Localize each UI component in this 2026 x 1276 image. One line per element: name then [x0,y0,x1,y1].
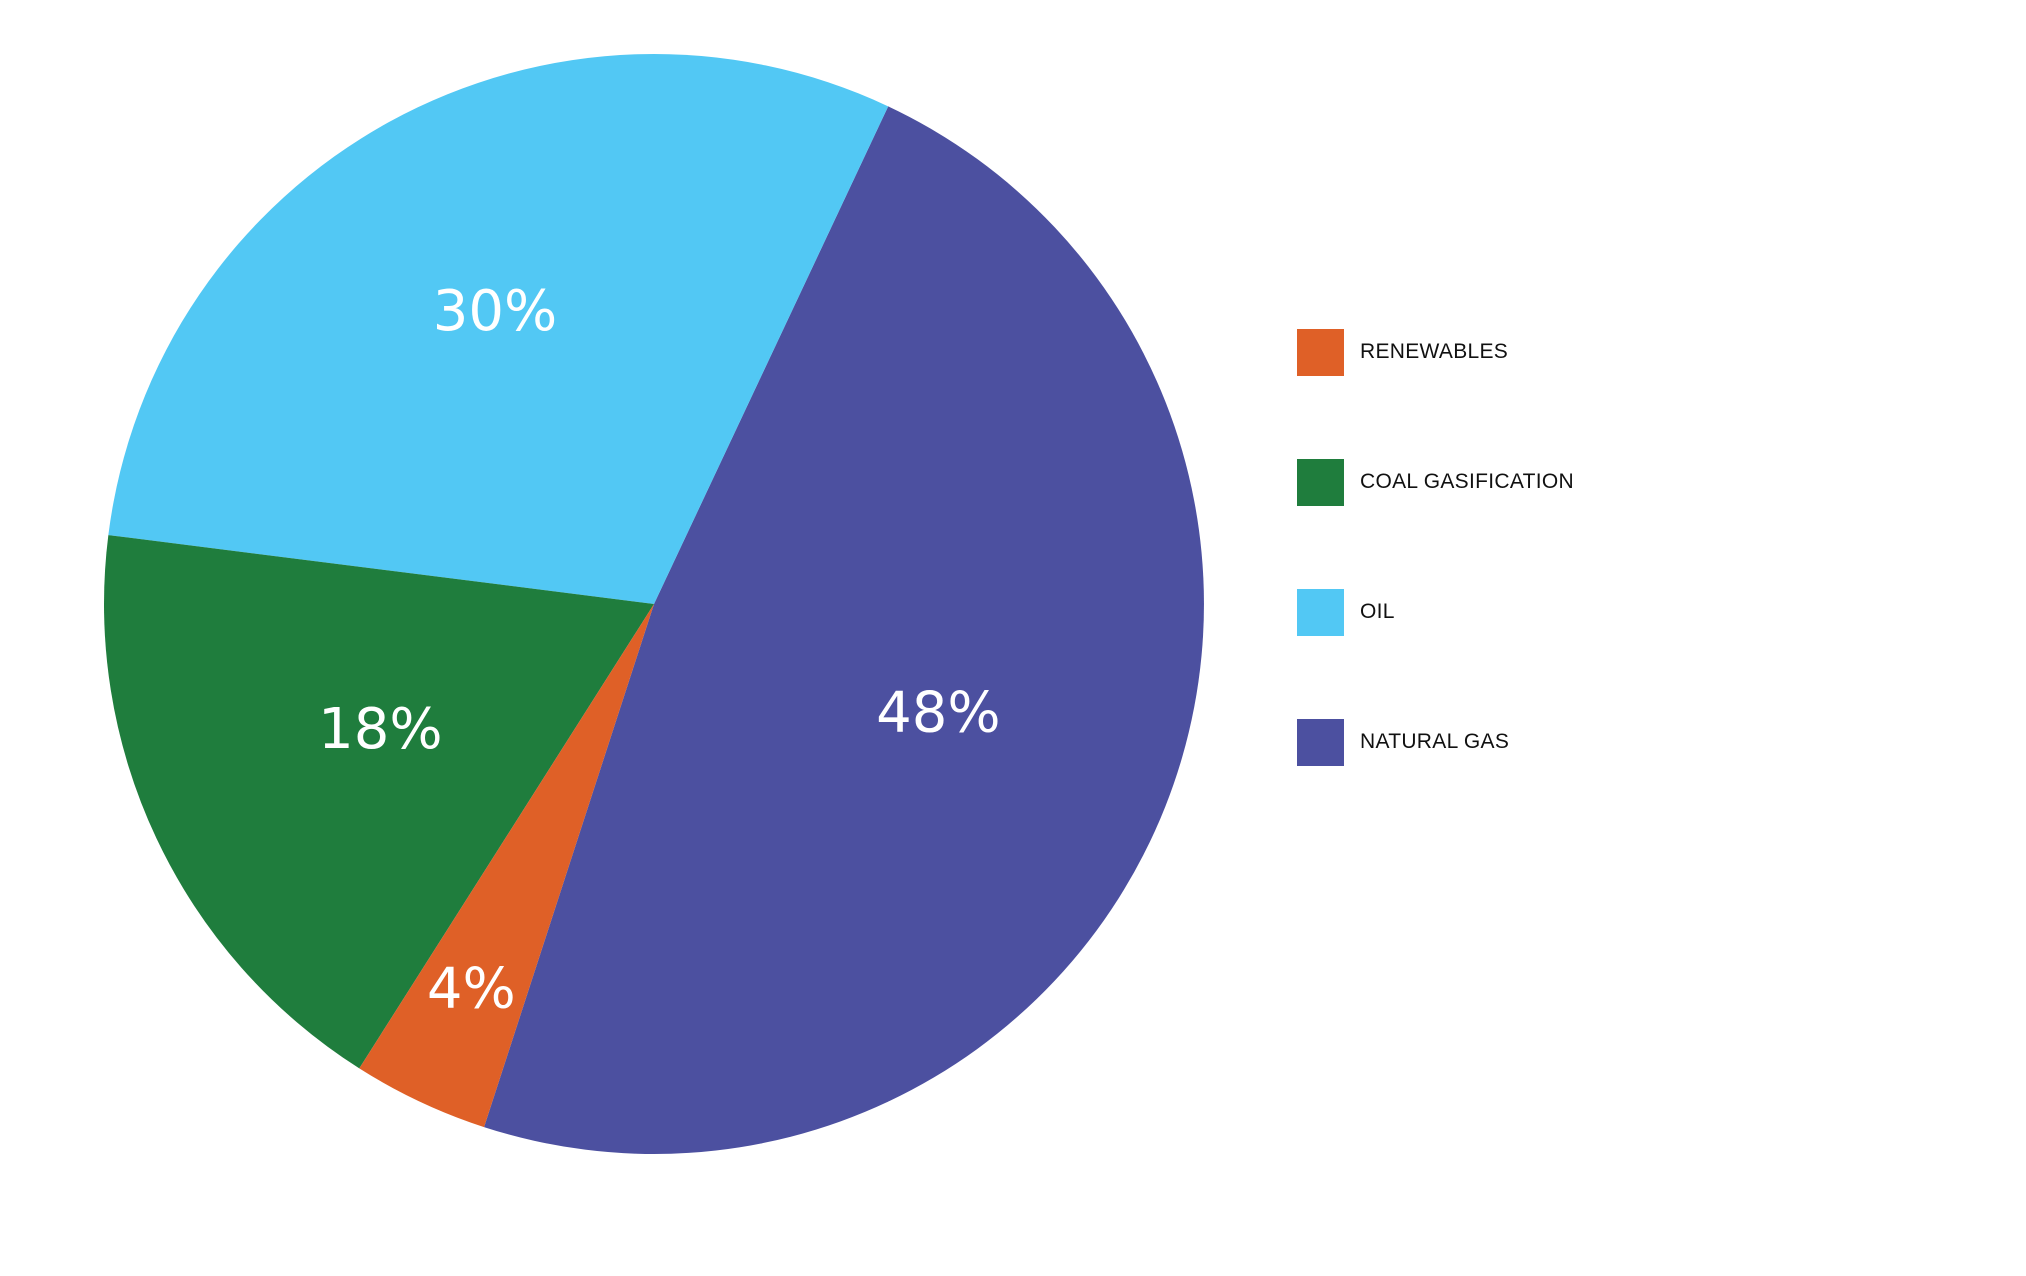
pie-label-natural-gas: 48% [876,681,1000,746]
legend-label-renewables: RENEWABLES [1360,340,1509,363]
legend-item-natural-gas: NATURAL GAS [1297,718,1574,766]
pie-slice-coal-gasification [104,535,654,1069]
legend-label-oil: OIL [1360,600,1395,623]
pie-label-renewables: 4% [427,956,516,1021]
legend-item-oil: OIL [1297,588,1574,636]
pie-slice-oil [108,54,889,604]
pie-slice-renewables [359,604,654,1128]
legend-item-renewables: RENEWABLES [1297,328,1574,376]
legend-item-coal-gasification: COAL GASIFICATION [1297,458,1574,506]
pie-slice-natural-gas [484,106,1204,1154]
pie-slices [104,54,1204,1154]
legend-swatch-natural-gas [1297,718,1344,766]
pie-labels: 48% 30% 18% 4% [318,279,1000,1021]
legend-label-natural-gas: NATURAL GAS [1360,730,1510,753]
legend-swatch-renewables [1297,328,1344,376]
pie-label-coal-gasification: 18% [318,697,442,762]
legend-label-coal-gasification: COAL GASIFICATION [1360,470,1574,493]
legend-swatch-oil [1297,588,1344,636]
legend: RENEWABLES COAL GASIFICATION OIL NATURAL… [1297,328,1574,848]
legend-swatch-coal-gasification [1297,458,1344,506]
pie-label-oil: 30% [433,279,557,344]
